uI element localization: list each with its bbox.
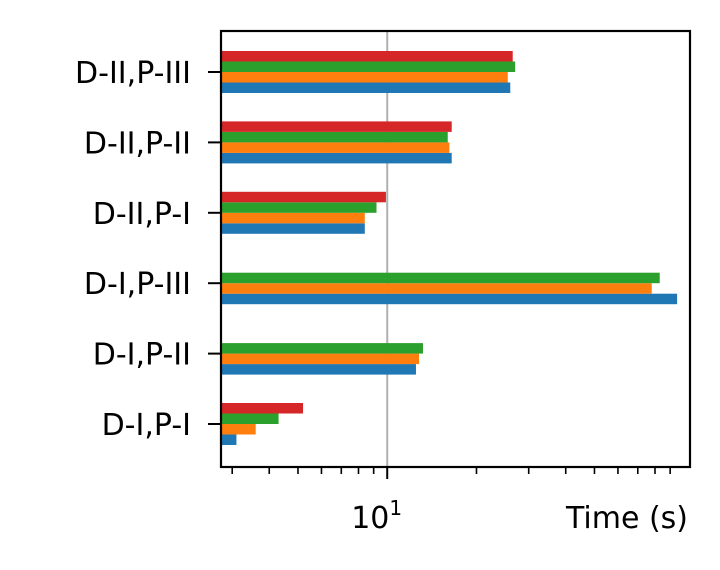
bar-series-2-1 (221, 353, 420, 365)
bar-series-3-2 (221, 272, 660, 284)
y-tick-label-1: D-I,P-II (93, 338, 191, 373)
y-axis: D-I,P-I D-I,P-II D-I,P-III D-II,P-I D-II,P-I… (75, 56, 221, 443)
bar-series-2-0 (221, 424, 256, 435)
bar-series-2-2 (221, 283, 652, 294)
bar-series-3-0 (221, 413, 279, 424)
bar-series-4-3 (221, 191, 386, 203)
y-tick-label-5: D-II,P-III (75, 56, 191, 91)
x-tick-label-0: 101 (351, 496, 402, 536)
bar-series-1-1 (221, 364, 416, 375)
x-axis: 101 (231, 467, 671, 536)
bar-series-2-3 (221, 212, 365, 224)
bar-series-4-0 (221, 403, 304, 414)
bars (221, 51, 678, 445)
y-tick-label-3: D-II,P-I (93, 197, 191, 232)
bar-series-2-4 (221, 142, 450, 153)
bar-series-3-4 (221, 131, 448, 143)
y-tick-label-0: D-I,P-I (102, 408, 191, 443)
bar-series-3-1 (221, 343, 423, 354)
bar-series-1-0 (221, 434, 237, 445)
x-axis-label: Time (s) (565, 501, 688, 536)
bar-series-3-5 (221, 61, 516, 72)
y-tick-label-4: D-II,P-II (84, 126, 191, 161)
bar-series-3-3 (221, 202, 377, 213)
bar-series-2-5 (221, 72, 508, 83)
bar-series-1-4 (221, 152, 452, 164)
plot-frame (219, 29, 692, 469)
bar-series-1-3 (221, 223, 365, 234)
bar-series-1-2 (221, 293, 678, 305)
bar-series-4-5 (221, 51, 513, 62)
y-tick-label-2: D-I,P-III (84, 267, 191, 302)
bar-series-1-5 (221, 82, 511, 93)
bar-series-4-4 (221, 121, 452, 132)
